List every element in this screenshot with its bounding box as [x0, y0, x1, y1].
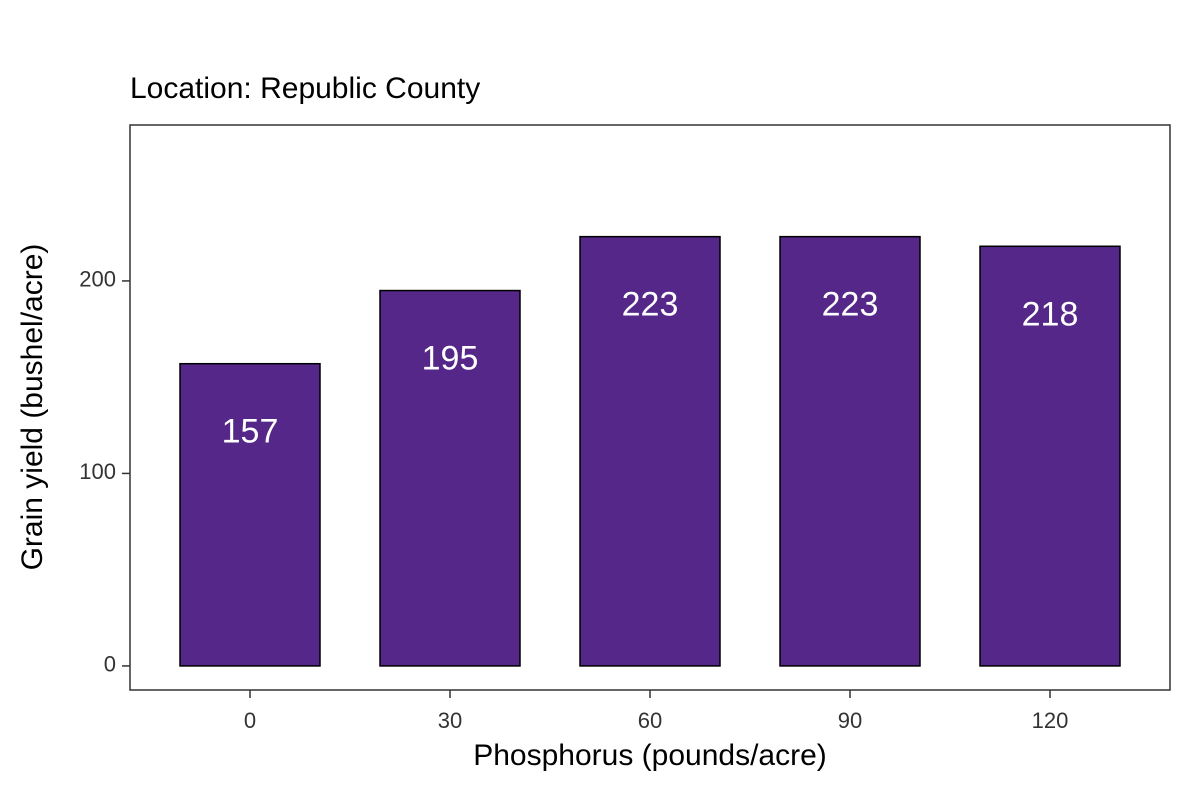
data-label: 195 — [422, 340, 479, 378]
x-tick-label: 90 — [838, 708, 862, 733]
bar — [379, 289, 521, 667]
data-label: 218 — [1022, 295, 1079, 333]
x-tick-label: 30 — [438, 708, 462, 733]
data-label: 223 — [622, 286, 679, 324]
data-label: 157 — [222, 413, 279, 451]
x-tick-label: 60 — [638, 708, 662, 733]
chart-title: Location: Republic County — [130, 72, 480, 105]
bar — [579, 235, 721, 667]
x-axis-title: Phosphorus (pounds/acre) — [473, 739, 827, 772]
y-axis-title: Grain yield (bushel/acre) — [16, 244, 49, 571]
bar — [979, 245, 1121, 667]
x-tick-label: 120 — [1032, 708, 1069, 733]
y-tick-label: 100 — [79, 459, 116, 484]
y-tick-label: 0 — [104, 652, 116, 677]
x-tick-label: 0 — [244, 708, 256, 733]
plot-border — [129, 124, 1171, 691]
data-label: 223 — [822, 286, 879, 324]
bar — [779, 235, 921, 667]
bar — [179, 362, 321, 667]
y-tick-label: 200 — [79, 267, 116, 292]
